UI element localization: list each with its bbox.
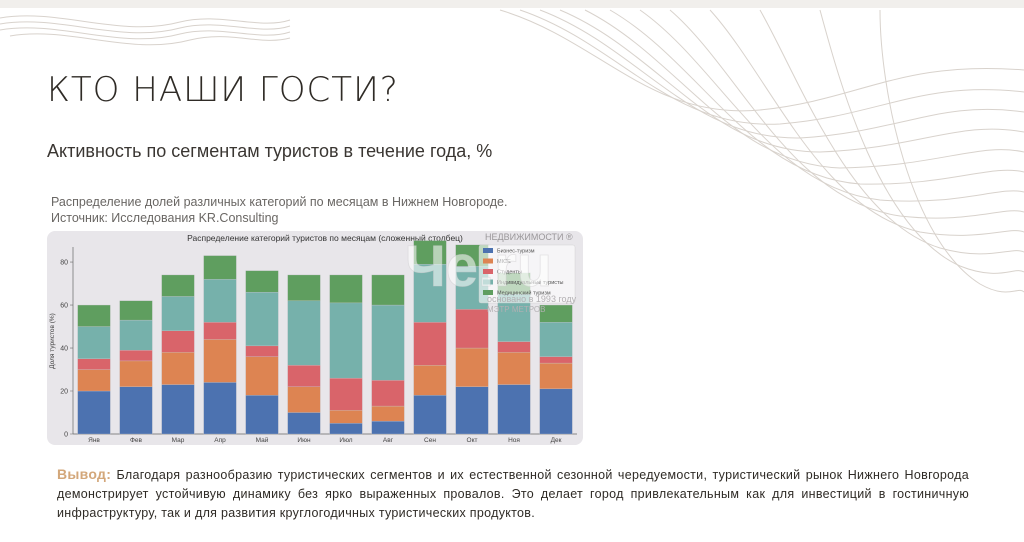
- bar-segment: [287, 300, 321, 366]
- bar-segment: [119, 319, 153, 351]
- page-subtitle: Активность по сегментам туристов в течен…: [47, 141, 493, 161]
- chart-caption: Распределение долей различных категорий …: [51, 194, 507, 226]
- bar-segment: [161, 384, 195, 435]
- x-tick-label: Июн: [297, 437, 311, 444]
- bar-segment: [287, 386, 321, 413]
- bar-segment: [329, 377, 363, 411]
- page-title: КТО НАШИ ГОСТИ?: [47, 70, 399, 110]
- bar-segment: [413, 395, 447, 435]
- y-axis-label: Доля туристов (%): [49, 313, 56, 369]
- bar-segment: [539, 388, 573, 435]
- x-tick-label: Дек: [551, 437, 562, 444]
- y-tick-label: 40: [60, 346, 68, 353]
- x-tick-label: Июл: [339, 437, 352, 444]
- bar-segment: [329, 274, 363, 304]
- y-tick-label: 80: [60, 260, 68, 267]
- bar-segment: [119, 300, 153, 321]
- x-tick-label: Ноя: [508, 437, 520, 444]
- bar-segment: [77, 390, 111, 435]
- bar-segment: [203, 322, 237, 340]
- bar-segment: [245, 270, 279, 293]
- bar-segment: [539, 362, 573, 390]
- bar-segment: [161, 296, 195, 331]
- y-tick-label: 60: [60, 303, 68, 310]
- bar-segment: [245, 291, 279, 347]
- conclusion-label: Вывод:: [57, 466, 112, 482]
- bar-segment: [455, 309, 489, 349]
- bar-segment: [413, 264, 447, 323]
- bar-segment: [287, 412, 321, 435]
- bar-segment: [287, 274, 321, 301]
- bar-segment: [245, 345, 279, 357]
- bar-segment: [455, 347, 489, 387]
- chart-panel: Распределение категорий туристов по меся…: [47, 231, 583, 445]
- bar-segment: [497, 352, 531, 385]
- conclusion-text: Благодаря разнообразию туристических сег…: [57, 468, 969, 520]
- bar-segment: [413, 240, 447, 265]
- bar-segment: [539, 304, 573, 323]
- x-tick-label: Янв: [88, 437, 100, 444]
- legend-swatch: [483, 269, 493, 274]
- top-bar: [0, 0, 1024, 8]
- legend-label: Медицинский туризм: [497, 290, 551, 297]
- bar-segment: [119, 350, 153, 362]
- bar-segment: [245, 356, 279, 396]
- bar-segment: [329, 410, 363, 424]
- legend-swatch: [483, 279, 493, 285]
- bar-segment: [371, 274, 405, 306]
- bar-segment: [119, 386, 153, 435]
- legend-label: Бизнес-туризм: [497, 249, 535, 255]
- legend-swatch: [483, 258, 493, 264]
- y-tick-label: 0: [64, 432, 68, 439]
- bar-segment: [203, 339, 237, 383]
- bar-segment: [329, 302, 363, 379]
- bar-segment: [245, 395, 279, 435]
- legend-label: MICE: [497, 259, 511, 265]
- bar-segment: [77, 358, 111, 370]
- bar-segment: [371, 304, 405, 381]
- caption-line-2: Источник: Исследования KR.Consulting: [51, 211, 279, 225]
- bar-segment: [371, 420, 405, 435]
- bar-segment: [497, 341, 531, 353]
- bar-segment: [371, 380, 405, 407]
- legend-label: Индивидуальные туристы: [497, 280, 564, 286]
- bar-segment: [77, 304, 111, 327]
- bar-segment: [413, 322, 447, 366]
- bar-segment: [455, 386, 489, 435]
- bar-segment: [287, 365, 321, 387]
- caption-line-1: Распределение долей различных категорий …: [51, 195, 508, 209]
- bar-segment: [77, 326, 111, 359]
- x-tick-label: Апр: [214, 437, 226, 444]
- chart-title: Распределение категорий туристов по меся…: [187, 233, 463, 243]
- x-tick-label: Сен: [424, 437, 436, 444]
- bar-segment: [413, 365, 447, 396]
- bar-segment: [161, 352, 195, 385]
- bar-segment: [497, 384, 531, 435]
- legend-label: Студенты: [497, 270, 522, 276]
- stacked-bar-chart: Распределение категорий туристов по меся…: [49, 233, 577, 444]
- legend-swatch: [483, 290, 493, 295]
- bar-segment: [371, 405, 405, 422]
- bar-segment: [539, 356, 573, 364]
- conclusion: Вывод: Благодаря разнообразию туристичес…: [57, 465, 969, 523]
- bar-segment: [203, 279, 237, 323]
- x-tick-label: Май: [256, 436, 269, 444]
- legend-swatch: [483, 248, 493, 253]
- x-tick-label: Окт: [467, 437, 478, 444]
- bar-segment: [161, 330, 195, 353]
- x-tick-label: Мар: [172, 437, 185, 444]
- x-tick-label: Авг: [383, 437, 394, 444]
- x-tick-label: Фев: [130, 437, 143, 444]
- y-tick-label: 20: [60, 389, 68, 396]
- bar-segment: [329, 423, 363, 435]
- legend-box: [478, 244, 576, 304]
- bar-segment: [539, 322, 573, 357]
- bar-segment: [119, 360, 153, 387]
- bar-segment: [77, 369, 111, 392]
- bar-segment: [161, 274, 195, 297]
- bar-segment: [203, 382, 237, 435]
- bar-segment: [203, 255, 237, 280]
